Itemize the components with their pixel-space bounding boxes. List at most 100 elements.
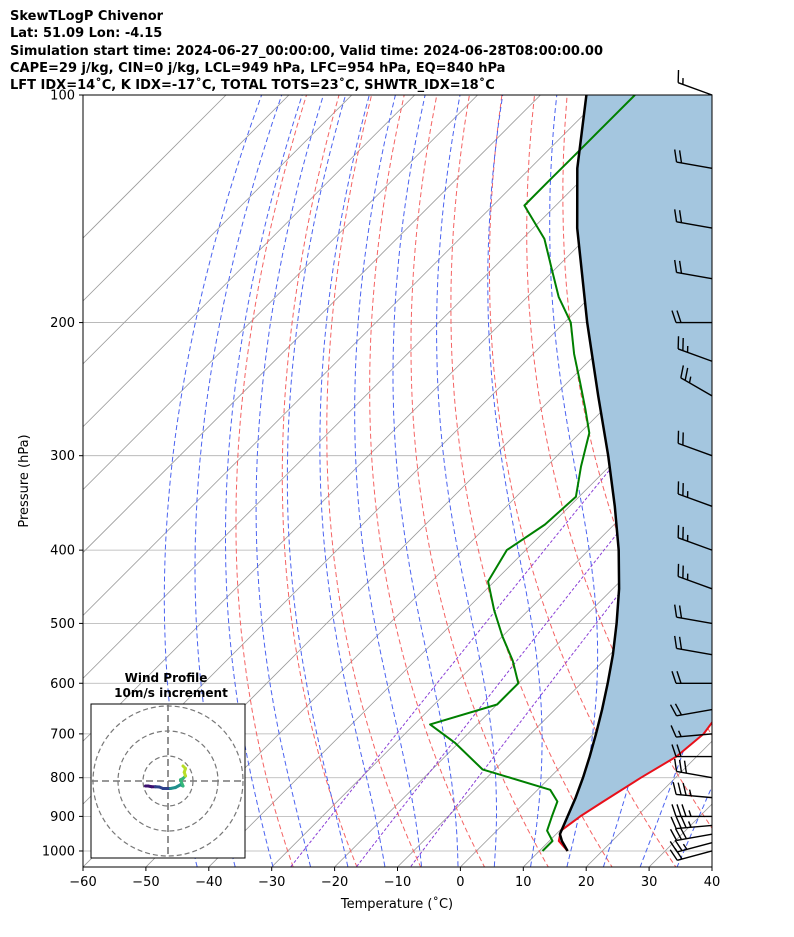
barb-flag <box>670 725 677 738</box>
parcel-line <box>558 95 621 852</box>
barb-flag <box>673 604 678 618</box>
isotherm-line <box>83 95 479 491</box>
wind-barb <box>680 365 713 397</box>
moist-adiabat <box>392 95 459 867</box>
barb-staff <box>677 442 713 457</box>
wind-barb <box>672 782 713 799</box>
wind-barbs <box>669 70 713 861</box>
chart-title: SkewTLogP Chivenor <box>10 9 164 24</box>
wind-barb <box>671 310 712 324</box>
barb-flag <box>671 671 677 684</box>
moist-adiabat <box>487 95 543 867</box>
barb-staff <box>677 537 713 551</box>
barb-half-flag <box>688 810 692 817</box>
barb-flag <box>673 149 678 163</box>
barb-staff <box>676 824 713 830</box>
barb-flag <box>673 635 678 649</box>
barb-flag <box>682 782 687 796</box>
data-layer <box>429 95 712 852</box>
mixing-ratio-line <box>289 343 712 867</box>
barb-half-flag <box>677 730 682 737</box>
barb-flag <box>677 782 682 796</box>
isotherm-line <box>396 551 712 867</box>
hodograph-inset: Wind Profile 10m/s increment <box>90 671 246 859</box>
moist-adiabat <box>707 95 794 882</box>
barb-flag <box>684 367 689 381</box>
wind-barb <box>677 430 713 457</box>
mixing-ratio-line <box>355 413 712 867</box>
x-tick-label: −30 <box>258 875 285 890</box>
barb-staff <box>676 271 713 280</box>
barb-staff <box>677 493 713 507</box>
barb-flag <box>680 365 685 378</box>
barb-flag <box>669 704 678 717</box>
barb-staff <box>676 221 713 229</box>
isotherm-line <box>271 426 712 867</box>
dry-adiabat <box>369 95 486 867</box>
isotherm-line <box>83 95 290 302</box>
wind-barb <box>670 725 713 738</box>
x-tick-label: −20 <box>321 875 348 890</box>
location-line: Lat: 51.09 Lon: -4.15 <box>10 26 163 42</box>
barb-staff <box>677 348 713 362</box>
moist-adiabat <box>225 95 303 867</box>
x-tick-label: −50 <box>132 875 159 890</box>
wind-barb <box>671 671 712 684</box>
barb-flag <box>671 310 677 323</box>
wind-barb <box>673 149 713 169</box>
isotherm-line <box>459 614 712 867</box>
isotherm-line <box>83 95 227 239</box>
barb-flag <box>671 804 677 817</box>
wind-barb <box>671 804 712 818</box>
x-axis-label: Temperature (˚C) <box>340 896 453 912</box>
isotherm-line <box>83 95 353 365</box>
barb-staff <box>677 575 713 590</box>
wind-barb <box>669 839 713 853</box>
moist-adiabat <box>744 95 794 882</box>
x-tick-label: −40 <box>195 875 222 890</box>
barb-flag <box>678 210 683 223</box>
isotherm-line <box>83 95 542 554</box>
x-tick-label: 40 <box>704 875 721 890</box>
wind-barb <box>673 259 713 280</box>
barb-staff <box>676 708 713 717</box>
isotherm-line <box>83 95 416 428</box>
moist-adiabat <box>549 95 599 867</box>
barb-flag <box>678 636 683 650</box>
chart-header: SkewTLogP Chivenor Lat: 51.09 Lon: -4.15… <box>10 8 780 94</box>
moist-adiabat <box>436 95 497 867</box>
y-axis-label: Pressure (hPa) <box>17 434 32 527</box>
barb-flag <box>676 310 682 323</box>
barb-staff <box>676 733 713 738</box>
wind-barb <box>677 336 713 362</box>
indices-line: LFT IDX=14˚C, K IDX=-17˚C, TOTAL TOTS=23… <box>10 78 495 94</box>
barb-flag <box>673 758 678 772</box>
barb-flag <box>681 804 687 817</box>
wind-barb <box>673 209 713 229</box>
barb-flag <box>669 849 678 861</box>
dry-adiabat <box>281 95 358 867</box>
isotherm-line <box>83 95 667 679</box>
x-tick-label: 0 <box>456 875 464 890</box>
wind-barb <box>673 758 713 779</box>
x-tick-label: −60 <box>69 875 96 890</box>
barb-flag <box>674 703 683 716</box>
y-tick-label: 900 <box>50 810 75 825</box>
barb-flag <box>678 605 683 619</box>
barb-staff <box>677 841 713 853</box>
dry-adiabat <box>729 60 794 882</box>
barb-flag <box>676 744 682 757</box>
barb-flag <box>670 816 677 829</box>
moist-adiabat <box>676 785 712 867</box>
isotherm-line <box>145 300 712 867</box>
temperature-line <box>557 720 712 852</box>
dry-adiabat <box>760 60 794 882</box>
barb-staff <box>676 616 713 625</box>
hodograph-subtitle: 10m/s increment <box>114 686 228 700</box>
cape-area <box>558 95 712 851</box>
barb-staff <box>676 161 713 169</box>
dry-adiabat <box>235 95 308 867</box>
barb-flag <box>678 260 683 274</box>
wind-barb <box>671 744 712 758</box>
